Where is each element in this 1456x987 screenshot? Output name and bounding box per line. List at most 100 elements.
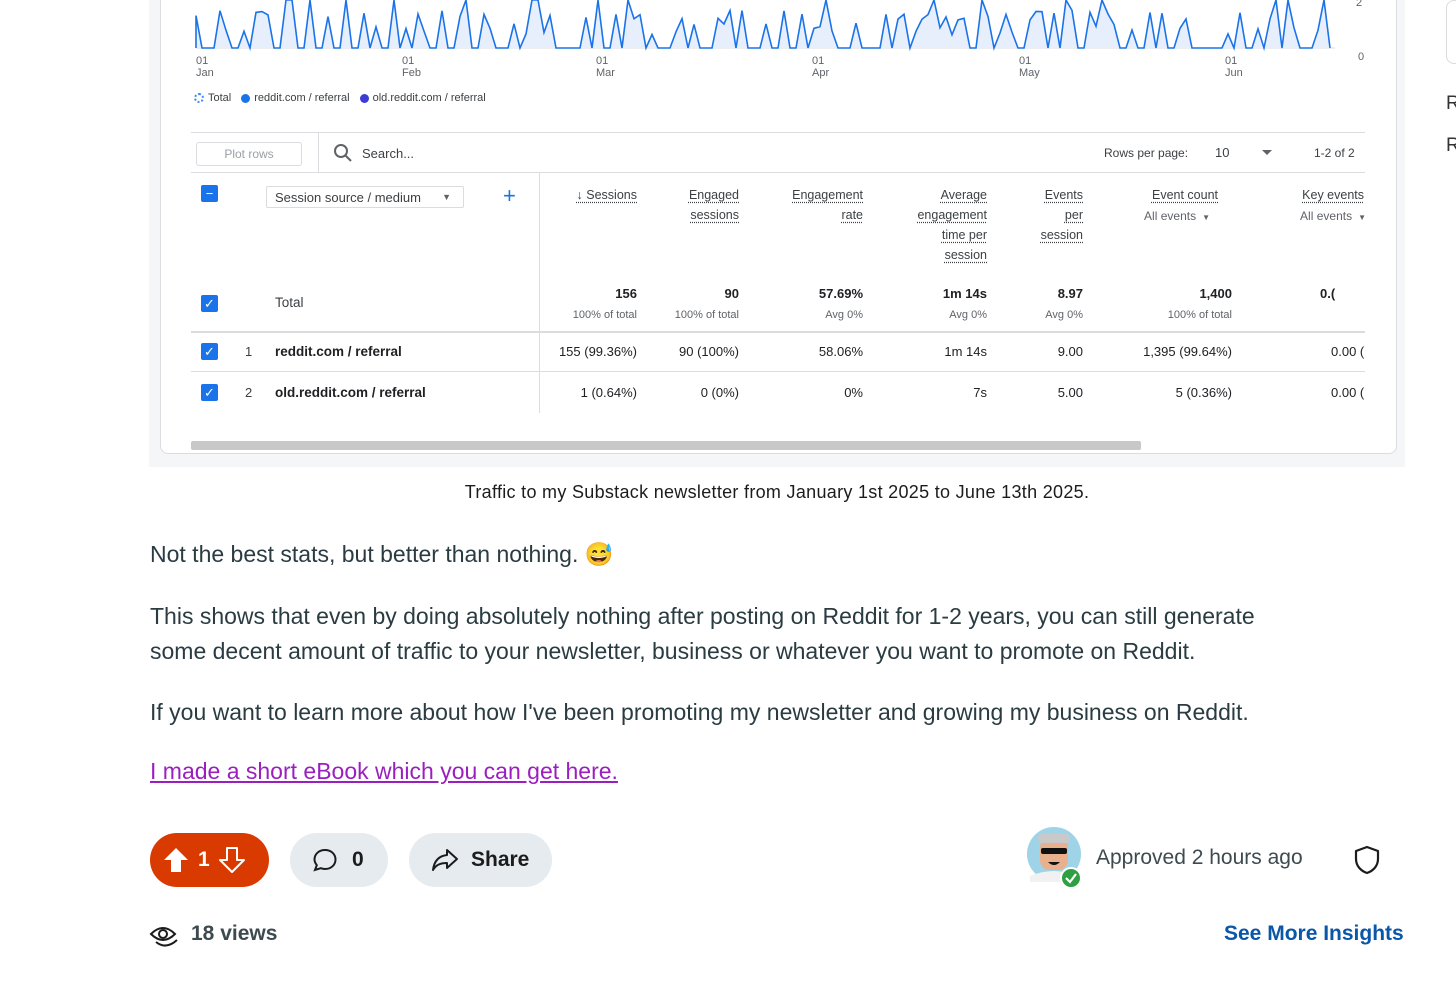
col-sessions[interactable]: ↓ Sessions bbox=[576, 188, 637, 202]
row-index: 1 bbox=[245, 344, 253, 359]
total-sessions-sub: 100% of total bbox=[572, 309, 637, 321]
x-tick-jan: 01 Jan bbox=[196, 55, 214, 79]
row-index: 2 bbox=[245, 385, 253, 400]
total-engaged: 90 bbox=[724, 286, 739, 301]
post-paragraph-3: If you want to learn more about how I've… bbox=[150, 699, 1249, 725]
post-paragraph-1: Not the best stats, but better than noth… bbox=[150, 541, 614, 567]
rows-per-page-select[interactable]: 10 bbox=[1215, 145, 1230, 160]
search-icon bbox=[334, 144, 352, 162]
table-cell: 1,395 (99.64%) bbox=[1143, 344, 1232, 359]
col-engaged-sessions[interactable]: Engaged sessions bbox=[688, 188, 739, 222]
share-button[interactable]: Share bbox=[409, 833, 552, 887]
row-label[interactable]: reddit.com / referral bbox=[275, 344, 402, 359]
views-count: 18 views bbox=[191, 922, 278, 945]
moderator-avatar[interactable] bbox=[1026, 826, 1084, 888]
legend-reddit: reddit.com / referral bbox=[241, 92, 350, 104]
comment-icon bbox=[313, 848, 337, 872]
col-avg-engagement-time[interactable]: Average engagement time per session bbox=[917, 188, 987, 262]
post-paragraph-2-line-2: some decent amount of traffic to your ne… bbox=[150, 638, 1196, 664]
divider bbox=[191, 371, 1365, 372]
total-sessions: 156 bbox=[615, 286, 637, 301]
sidebar-card-edge bbox=[1446, 0, 1456, 64]
legend-old-reddit: old.reddit.com / referral bbox=[359, 92, 486, 104]
y-tick-2: 2 bbox=[1356, 0, 1363, 9]
x-tick-jun: 01 Jun bbox=[1225, 55, 1243, 79]
dimension-select[interactable]: Session source / medium ▼ bbox=[266, 186, 464, 208]
table-cell: 58.06% bbox=[818, 344, 863, 359]
select-all-checkbox[interactable]: − bbox=[201, 185, 218, 202]
total-checkbox[interactable]: ✓ bbox=[201, 295, 218, 312]
horizontal-scrollbar[interactable] bbox=[191, 441, 1141, 450]
divider bbox=[191, 172, 1365, 173]
total-line bbox=[195, 0, 1331, 52]
comment-count: 0 bbox=[352, 848, 364, 871]
x-tick-apr: 01 Apr bbox=[812, 55, 830, 79]
share-label: Share bbox=[471, 848, 530, 871]
analytics-card bbox=[160, 0, 1397, 454]
approved-status: Approved 2 hours ago bbox=[1096, 846, 1303, 869]
total-event-count-sub: 100% of total bbox=[1167, 309, 1232, 321]
table-cell: 5.00 bbox=[1057, 385, 1083, 400]
vote-pill: 1 bbox=[150, 833, 269, 887]
event-count-filter[interactable]: All events ▼ bbox=[1144, 209, 1210, 223]
row-checkbox[interactable]: ✓ bbox=[201, 384, 218, 401]
total-rate: 57.69% bbox=[818, 286, 863, 301]
shield-icon[interactable] bbox=[1352, 844, 1382, 876]
table-cell: 7s bbox=[973, 385, 987, 400]
table-cell: 0.00 ( bbox=[1331, 344, 1365, 359]
comments-button[interactable]: 0 bbox=[290, 833, 388, 887]
divider bbox=[191, 132, 1365, 133]
total-time-sub: Avg 0% bbox=[949, 309, 987, 321]
see-more-insights-link[interactable]: See More Insights bbox=[1224, 922, 1404, 945]
table-cell: 5 (0.36%) bbox=[1175, 385, 1232, 400]
legend-total: Total bbox=[194, 92, 231, 104]
key-events-filter[interactable]: All events ▼ bbox=[1300, 209, 1366, 223]
downvote-icon[interactable] bbox=[218, 846, 246, 874]
col-event-count[interactable]: Event count bbox=[1151, 188, 1218, 202]
table-search-input[interactable]: Search... bbox=[362, 146, 415, 161]
add-dimension-icon[interactable]: + bbox=[503, 183, 516, 208]
row-checkbox[interactable]: ✓ bbox=[201, 343, 218, 360]
total-key-events: 0.( bbox=[1320, 286, 1336, 301]
chevron-down-icon[interactable] bbox=[1262, 150, 1272, 155]
total-events-per: 8.97 bbox=[1057, 286, 1083, 301]
rows-per-page-label: Rows per page: bbox=[1104, 146, 1189, 160]
traffic-line-chart bbox=[195, 0, 1335, 52]
table-cell: 0.00 ( bbox=[1331, 385, 1365, 400]
table-cell: 0% bbox=[844, 385, 863, 400]
total-engaged-sub: 100% of total bbox=[674, 309, 739, 321]
post-paragraph-2-line-1: This shows that even by doing absolutely… bbox=[150, 603, 1255, 629]
total-time: 1m 14s bbox=[942, 286, 987, 301]
legend-reddit-icon bbox=[241, 93, 251, 103]
plot-rows-button[interactable]: Plot rows bbox=[196, 142, 302, 166]
ebook-link[interactable]: I made a short eBook which you can get h… bbox=[150, 758, 618, 784]
post-paragraph-2: This shows that even by doing absolutely… bbox=[150, 599, 1380, 669]
col-key-events[interactable]: Key events bbox=[1302, 188, 1364, 202]
legend-old-reddit-icon bbox=[359, 93, 369, 103]
x-tick-mar: 01 Mar bbox=[596, 55, 615, 79]
x-tick-may: 01 May bbox=[1019, 55, 1040, 79]
total-rate-sub: Avg 0% bbox=[825, 309, 863, 321]
col-engagement-rate[interactable]: Engagement rate bbox=[792, 188, 863, 222]
pagination-label: 1-2 of 2 bbox=[1314, 146, 1355, 160]
col-events-per-session[interactable]: Events per session bbox=[1040, 188, 1083, 242]
caret-down-icon: ▼ bbox=[1358, 213, 1366, 222]
legend-total-icon bbox=[194, 93, 204, 103]
table-cell: 1 (0.64%) bbox=[580, 385, 637, 400]
row-label[interactable]: old.reddit.com / referral bbox=[275, 385, 426, 400]
share-icon bbox=[432, 849, 458, 871]
chart-legend: Total reddit.com / referral old.reddit.c… bbox=[194, 92, 486, 104]
image-caption: Traffic to my Substack newsletter from J… bbox=[464, 482, 1090, 502]
table-cell: 0 (0%) bbox=[700, 385, 739, 400]
table-cell: 90 (100%) bbox=[679, 344, 739, 359]
table-cell: 9.00 bbox=[1057, 344, 1083, 359]
y-tick-0: 0 bbox=[1358, 51, 1365, 63]
divider bbox=[539, 173, 540, 413]
upvote-icon[interactable] bbox=[162, 846, 190, 874]
total-events-per-sub: Avg 0% bbox=[1045, 309, 1083, 321]
caret-down-icon: ▼ bbox=[1202, 213, 1210, 222]
views-icon bbox=[149, 927, 178, 947]
sidebar-edge-text: R bbox=[1446, 93, 1456, 114]
total-label: Total bbox=[275, 295, 304, 310]
total-event-count: 1,400 bbox=[1199, 286, 1232, 301]
